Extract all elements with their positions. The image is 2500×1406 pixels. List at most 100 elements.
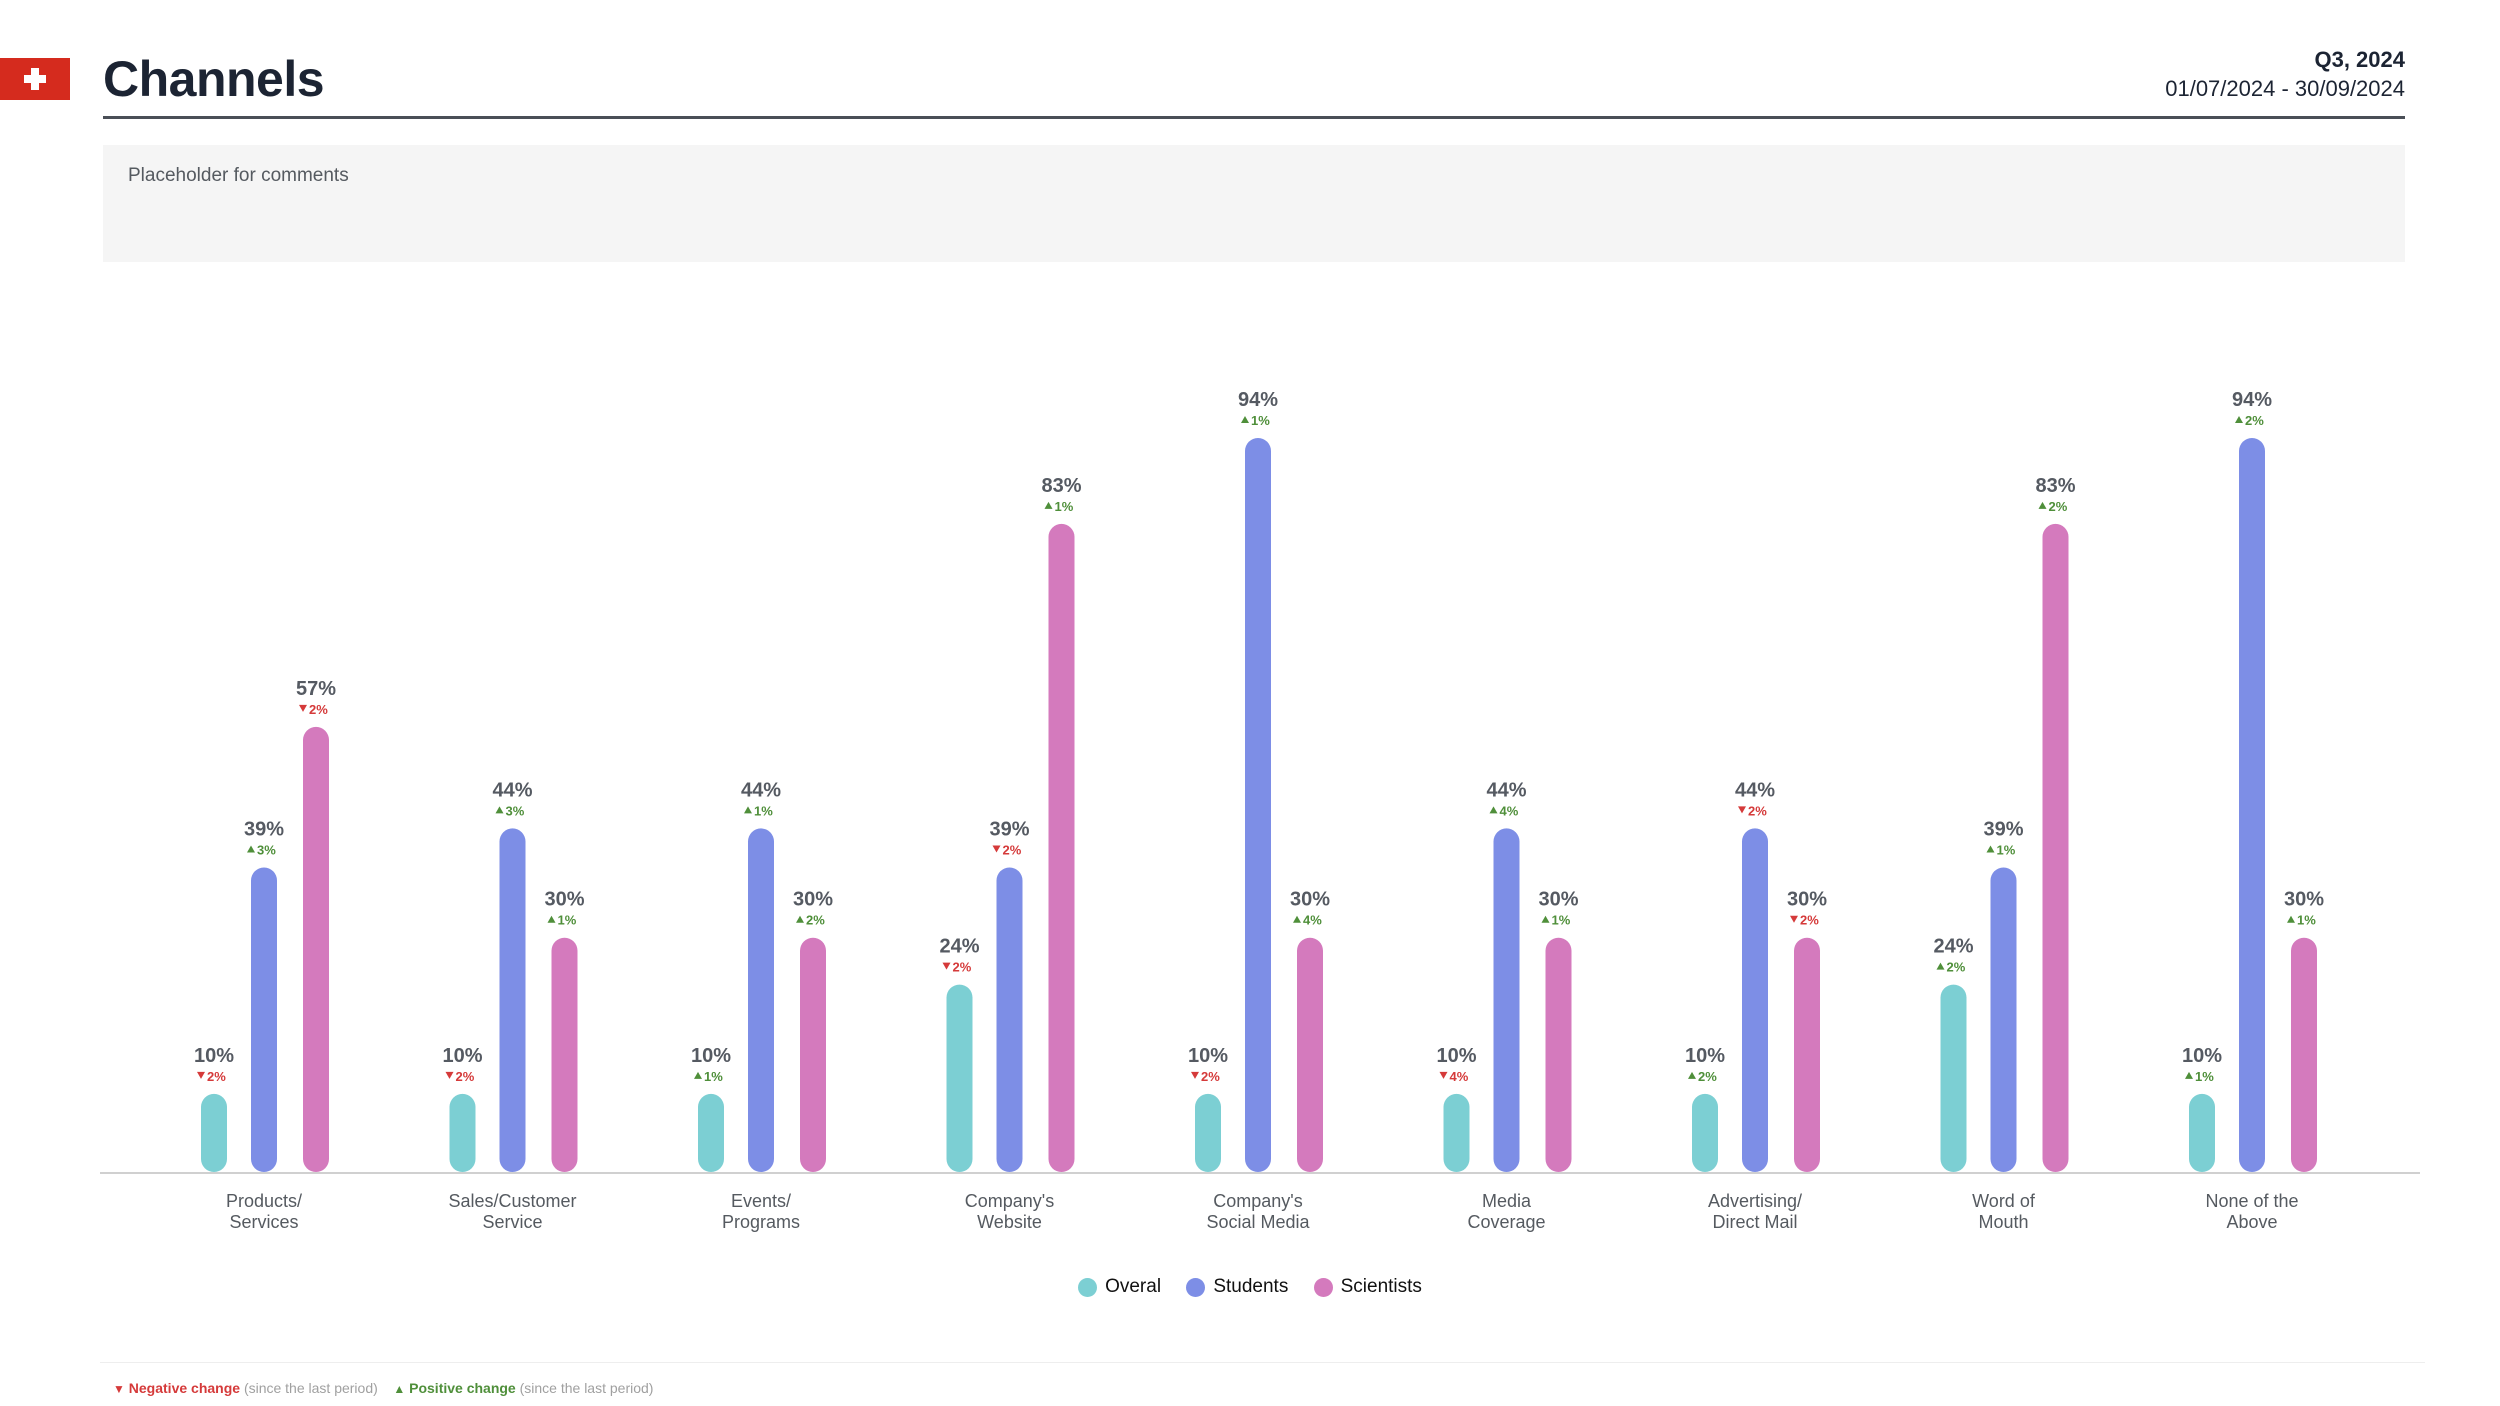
change-label-students: 2% <box>2245 413 2264 428</box>
category-label: Social Media <box>1206 1212 1310 1232</box>
category-label: Coverage <box>1467 1212 1545 1232</box>
down-triangle-icon <box>1790 915 1798 923</box>
negative-triangle-icon: ▼ <box>113 1382 125 1396</box>
bar-overal <box>1443 1093 1470 1172</box>
positive-triangle-icon: ▲ <box>393 1382 406 1396</box>
down-triangle-icon <box>1439 1071 1448 1079</box>
down-triangle-icon <box>1191 1071 1199 1079</box>
bar-students <box>996 867 1023 1172</box>
change-label-overal: 1% <box>704 1069 723 1084</box>
category-label: Services <box>229 1212 298 1232</box>
category-label: Direct Mail <box>1712 1212 1797 1232</box>
category-label: None of the <box>2205 1191 2298 1211</box>
legend-label-overal: Overal <box>1105 1276 1162 1297</box>
bar-scientists <box>2291 937 2317 1172</box>
legend-swatch-scientists <box>1313 1277 1333 1297</box>
reporting-period: Q3, 2024 01/07/2024 - 30/09/2024 <box>2165 46 2405 104</box>
up-triangle-icon <box>1241 416 1249 423</box>
period-date-range: 01/07/2024 - 30/09/2024 <box>2165 76 2405 101</box>
bar-overal <box>201 1093 227 1172</box>
swiss-flag-icon <box>0 58 70 100</box>
bar-students <box>1493 828 1520 1172</box>
up-triangle-icon <box>1489 806 1498 814</box>
bar-scientists <box>1297 937 1323 1172</box>
change-key: ▼ Negative change (since the last period… <box>113 1380 653 1396</box>
value-label-scientists: 30% <box>1538 889 1578 911</box>
legend-item-students: Students <box>1186 1276 1288 1298</box>
change-label-overal: 2% <box>1698 1069 1717 1084</box>
change-label-students: 3% <box>257 842 276 857</box>
change-label-scientists: 1% <box>1055 499 1074 514</box>
change-label-overal: 2% <box>1201 1069 1220 1084</box>
up-triangle-icon <box>1986 845 1995 853</box>
bar-scientists <box>303 726 329 1172</box>
down-triangle-icon <box>299 704 307 712</box>
category-label: Programs <box>722 1212 800 1232</box>
bar-overal <box>1940 984 1967 1172</box>
up-triangle-icon <box>2287 915 2295 923</box>
up-triangle-icon <box>247 845 255 853</box>
change-label-overal: 2% <box>456 1069 475 1084</box>
change-label-scientists: 2% <box>806 913 825 928</box>
bar-overal <box>449 1093 476 1172</box>
footer-divider <box>100 1362 2425 1363</box>
up-triangle-icon <box>1293 915 1301 923</box>
value-label-overal: 10% <box>2182 1045 2222 1067</box>
up-triangle-icon <box>1936 962 1945 970</box>
title-divider <box>103 116 2405 119</box>
period-quarter: Q3, 2024 <box>2314 47 2405 72</box>
change-label-scientists: 4% <box>1303 913 1322 928</box>
change-label-students: 2% <box>1003 842 1022 857</box>
value-label-students: 39% <box>989 818 1029 840</box>
bar-overal <box>946 984 973 1172</box>
category-label: Advertising/ <box>1708 1191 1802 1211</box>
bar-overal <box>698 1093 724 1172</box>
change-label-scientists: 1% <box>558 913 577 928</box>
bar-scientists <box>551 937 578 1172</box>
up-triangle-icon <box>796 915 804 923</box>
bar-students <box>1990 867 2017 1172</box>
change-label-scientists: 2% <box>309 702 328 717</box>
comments-box: Placeholder for comments <box>103 145 2405 262</box>
category-label: Company's <box>965 1191 1054 1211</box>
value-label-scientists: 83% <box>2035 475 2075 497</box>
change-label-scientists: 2% <box>2049 499 2068 514</box>
down-triangle-icon <box>942 962 951 970</box>
up-triangle-icon <box>2235 416 2243 423</box>
change-label-overal: 4% <box>1450 1069 1469 1084</box>
bar-scientists <box>800 937 826 1172</box>
up-triangle-icon <box>2038 501 2047 509</box>
value-label-students: 44% <box>1486 779 1526 801</box>
value-label-scientists: 83% <box>1041 475 1081 497</box>
category-label: Service <box>482 1212 542 1232</box>
change-label-students: 1% <box>1251 413 1270 428</box>
down-triangle-icon <box>445 1071 454 1079</box>
up-triangle-icon <box>694 1071 702 1079</box>
value-label-scientists: 30% <box>544 889 584 911</box>
value-label-scientists: 57% <box>296 678 336 700</box>
legend-label-scientists: Scientists <box>1340 1276 1422 1297</box>
bar-students <box>748 828 774 1172</box>
value-label-overal: 10% <box>1436 1045 1476 1067</box>
value-label-students: 94% <box>2232 389 2272 411</box>
bar-scientists <box>2042 523 2069 1172</box>
category-label: Website <box>977 1212 1042 1232</box>
legend-swatch-students <box>1186 1277 1206 1297</box>
change-label-students: 2% <box>1748 803 1767 818</box>
value-label-students: 44% <box>741 779 781 801</box>
value-label-students: 44% <box>1735 779 1775 801</box>
category-label: Products/ <box>226 1191 302 1211</box>
change-label-scientists: 1% <box>2297 913 2316 928</box>
up-triangle-icon <box>1688 1071 1696 1079</box>
change-label-students: 1% <box>1997 842 2016 857</box>
value-label-overal: 10% <box>442 1045 482 1067</box>
bar-scientists <box>1545 937 1572 1172</box>
legend-label-students: Students <box>1213 1276 1289 1297</box>
category-label: Events/ <box>731 1191 791 1211</box>
chart-legend: Overal Students Scientists <box>0 1276 2500 1303</box>
bar-scientists <box>1048 523 1075 1172</box>
up-triangle-icon <box>2185 1071 2193 1079</box>
category-label: Word of <box>1972 1191 2036 1211</box>
change-label-overal: 2% <box>207 1069 226 1084</box>
category-label: Mouth <box>1978 1212 2028 1232</box>
